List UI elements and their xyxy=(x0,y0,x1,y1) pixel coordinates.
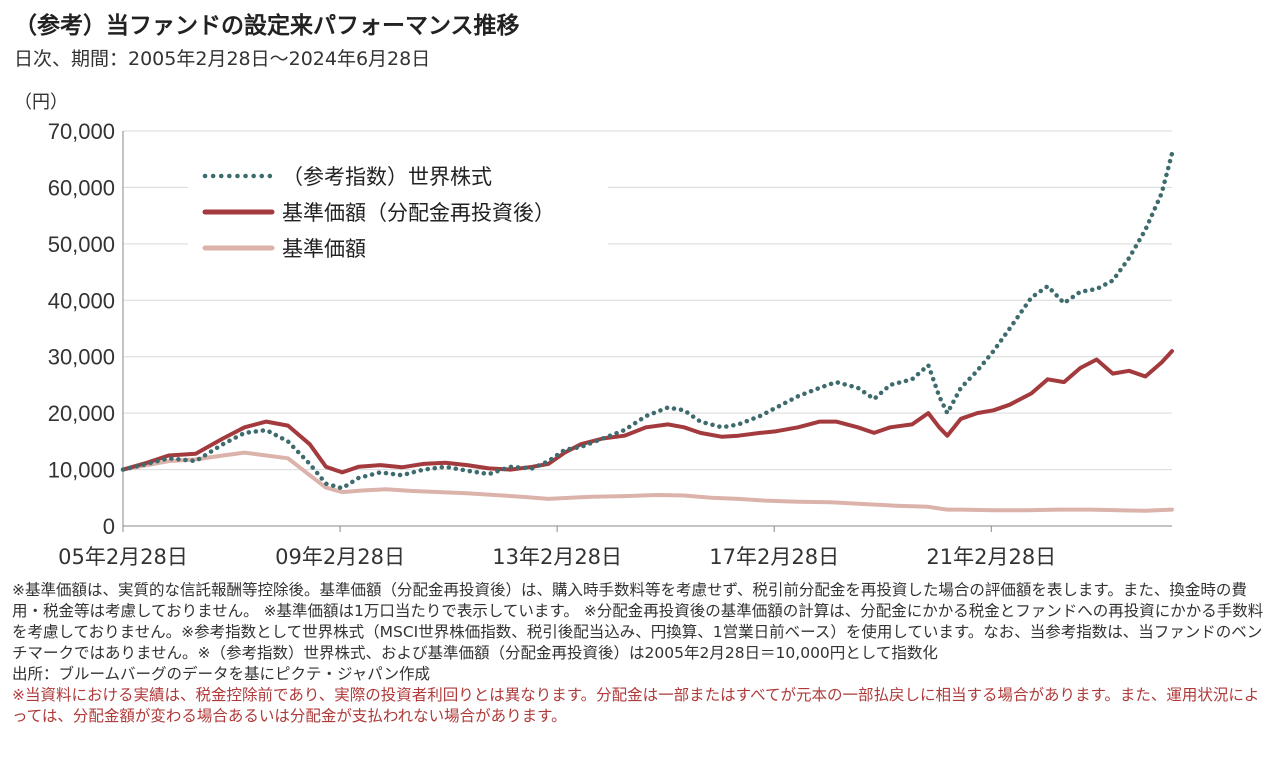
footnotes: ※基準価額は、実質的な信託報酬等控除後。基準価額（分配金再投資後）は、購入時手数… xyxy=(12,580,1272,727)
source-note: 出所：ブルームバーグのデータを基にピクテ・ジャパン作成 xyxy=(12,665,431,683)
performance-chart: 70,000 60,000 50,000 40,000 30,000 20,000 10,0… xyxy=(48,119,1175,569)
chart-title: （参考）当ファンドの設定来パフォーマンス推移 xyxy=(14,13,520,39)
x-tick-label: 17年2月28日 xyxy=(709,545,839,569)
series-line-2 xyxy=(121,450,1174,513)
y-tick-label: 10,000 xyxy=(48,458,115,483)
x-tick-label: 05年2月28日 xyxy=(58,545,188,569)
y-axis-ticks: 70,000 60,000 50,000 40,000 30,000 20,000 10,0… xyxy=(48,119,115,539)
x-tick-label: 21年2月28日 xyxy=(926,545,1056,569)
y-tick-label: 20,000 xyxy=(48,401,115,426)
legend-label-2: 基準価額 xyxy=(282,237,366,261)
y-tick-label: 70,000 xyxy=(48,119,115,144)
x-tick-label: 09年2月28日 xyxy=(275,545,405,569)
series-line-1 xyxy=(121,349,1174,475)
legend-label-1: 基準価額（分配金再投資後） xyxy=(282,201,555,225)
chart-subtitle: 日次、期間：2005年2月28日～2024年6月28日 xyxy=(14,48,431,70)
x-tick-label: 13年2月28日 xyxy=(492,545,622,569)
legend-label-0: （参考指数）世界株式 xyxy=(282,165,492,189)
y-unit-label: （円） xyxy=(14,92,68,113)
x-axis-ticks: 05年2月28日 09年2月28日 13年2月28日 17年2月28日 21年2月28日 xyxy=(58,526,1056,569)
y-tick-label: 50,000 xyxy=(48,232,115,257)
y-tick-label: 30,000 xyxy=(48,345,115,370)
y-tick-label: 60,000 xyxy=(48,175,115,200)
warning-note: ※当資料における実績は、税金控除前であり、実際の投資者利回りとは異なります。分配… xyxy=(12,686,1260,725)
footnote-text: ※基準価額は、実質的な信託報酬等控除後。基準価額（分配金再投資後）は、購入時手数… xyxy=(12,581,1264,662)
series-layer xyxy=(120,151,1175,513)
series-line-0 xyxy=(120,151,1175,491)
y-tick-label: 0 xyxy=(103,514,115,539)
y-tick-label: 40,000 xyxy=(48,288,115,313)
